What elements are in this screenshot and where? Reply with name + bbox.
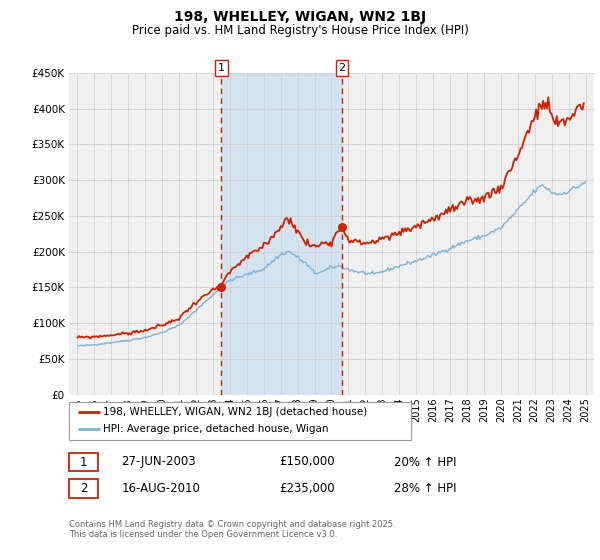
FancyBboxPatch shape bbox=[69, 479, 98, 498]
Text: 1: 1 bbox=[80, 455, 87, 469]
Text: 198, WHELLEY, WIGAN, WN2 1BJ: 198, WHELLEY, WIGAN, WN2 1BJ bbox=[174, 10, 426, 24]
Text: 2: 2 bbox=[80, 482, 87, 495]
Text: 16-AUG-2010: 16-AUG-2010 bbox=[121, 482, 200, 495]
Text: 27-JUN-2003: 27-JUN-2003 bbox=[121, 455, 196, 469]
Point bbox=[337, 222, 347, 231]
Text: 198, WHELLEY, WIGAN, WN2 1BJ (detached house): 198, WHELLEY, WIGAN, WN2 1BJ (detached h… bbox=[103, 407, 367, 417]
FancyBboxPatch shape bbox=[69, 452, 98, 472]
Text: 28% ↑ HPI: 28% ↑ HPI bbox=[395, 482, 457, 495]
Text: 20% ↑ HPI: 20% ↑ HPI bbox=[395, 455, 457, 469]
Text: Contains HM Land Registry data © Crown copyright and database right 2025.
This d: Contains HM Land Registry data © Crown c… bbox=[69, 520, 395, 539]
Text: 2: 2 bbox=[338, 63, 346, 73]
FancyBboxPatch shape bbox=[69, 402, 411, 440]
Point bbox=[217, 283, 226, 292]
Text: £150,000: £150,000 bbox=[279, 455, 335, 469]
Text: £235,000: £235,000 bbox=[279, 482, 335, 495]
Text: HPI: Average price, detached house, Wigan: HPI: Average price, detached house, Wiga… bbox=[103, 424, 329, 434]
Bar bbox=[221, 73, 342, 395]
Text: 1: 1 bbox=[218, 63, 225, 73]
Text: Price paid vs. HM Land Registry's House Price Index (HPI): Price paid vs. HM Land Registry's House … bbox=[131, 24, 469, 36]
